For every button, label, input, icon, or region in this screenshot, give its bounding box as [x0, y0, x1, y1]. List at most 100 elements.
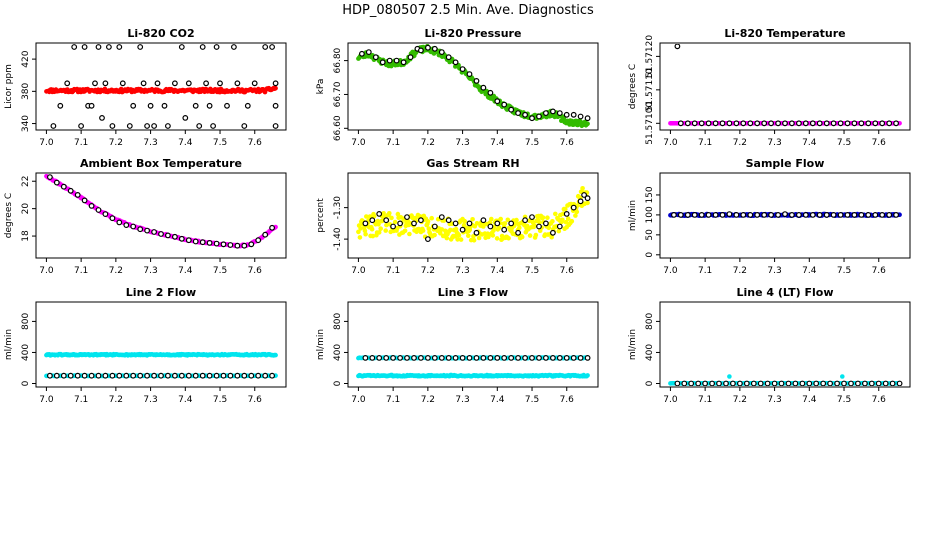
data-point — [480, 217, 487, 224]
data-point — [272, 102, 279, 109]
data-point — [782, 120, 788, 127]
series-high-frequency — [44, 174, 278, 249]
data-point — [840, 374, 845, 379]
data-point — [171, 372, 178, 379]
data-point — [480, 355, 487, 361]
plot-frame — [347, 42, 599, 131]
data-point — [123, 222, 130, 229]
plot-frame — [35, 172, 287, 259]
data-point — [834, 380, 840, 386]
data-point — [816, 120, 823, 127]
plot-points — [356, 44, 591, 129]
x-tick-label: 7.6 — [248, 266, 263, 276]
data-point — [88, 102, 95, 109]
data-point — [563, 111, 570, 118]
data-point — [81, 372, 88, 379]
x-tick-label: 7.2 — [421, 395, 435, 405]
data-point — [529, 355, 535, 361]
data-point — [494, 236, 500, 241]
data-point — [799, 380, 806, 386]
data-point — [455, 237, 460, 242]
data-point — [130, 372, 137, 379]
data-point — [570, 204, 577, 211]
x-tick-label: 7.6 — [872, 138, 887, 148]
panel-title: Li-820 CO2 — [127, 27, 194, 40]
data-point — [192, 372, 199, 379]
data-point — [379, 59, 386, 66]
data-point — [585, 373, 590, 378]
data-point — [532, 223, 537, 228]
x-tick-label: 7.0 — [39, 395, 54, 405]
data-point — [494, 98, 501, 105]
data-point — [123, 372, 130, 379]
data-point — [372, 54, 379, 61]
data-point — [50, 123, 57, 129]
data-point — [425, 219, 431, 224]
y-tick-label: 380 — [21, 82, 31, 99]
data-point — [837, 120, 844, 127]
data-point — [862, 380, 868, 386]
data-point — [438, 231, 443, 236]
y-axis-label: Licor ppm — [4, 64, 14, 109]
data-point — [560, 217, 565, 223]
data-point — [206, 239, 213, 246]
data-point — [844, 211, 851, 218]
data-point — [823, 211, 830, 218]
data-point — [425, 44, 431, 51]
data-point — [514, 217, 519, 223]
y-tick-label: 20 — [21, 203, 31, 215]
x-tick-label: 7.5 — [525, 395, 539, 405]
x-tick-label: 7.4 — [802, 138, 817, 148]
x-tick-label: 7.3 — [767, 395, 781, 405]
data-point — [778, 380, 785, 386]
data-point — [185, 80, 192, 87]
data-point — [411, 355, 417, 361]
data-point — [273, 85, 278, 91]
data-point — [411, 220, 417, 227]
data-point — [563, 219, 569, 225]
data-point — [119, 80, 126, 87]
panel-title: Ambient Box Temperature — [80, 157, 242, 170]
data-point — [95, 207, 102, 213]
y-tick-label: 400 — [21, 344, 31, 361]
data-point — [494, 355, 501, 361]
data-point — [796, 211, 802, 218]
data-point — [432, 232, 437, 238]
plot-frame — [659, 301, 911, 388]
data-point — [164, 123, 171, 129]
data-point — [171, 80, 178, 87]
x-tick-label: 7.4 — [178, 266, 193, 276]
data-point — [820, 380, 827, 386]
data-point — [95, 372, 102, 379]
data-point — [501, 226, 508, 233]
series-2-5-min-average — [674, 44, 899, 127]
data-point — [47, 174, 53, 181]
data-point — [705, 211, 712, 218]
panels-grid: Li-820 CO2 Licor ppm 7.0 7.1 7.2 7.3 7.4 7.5 7.6… — [4, 27, 911, 405]
data-point — [848, 380, 854, 386]
data-point — [476, 235, 482, 241]
data-point — [527, 233, 533, 238]
x-tick-label: 7.2 — [109, 266, 123, 276]
data-point — [529, 115, 535, 122]
data-point — [540, 215, 546, 220]
y-tick-label: 18 — [21, 230, 31, 242]
data-point — [489, 216, 494, 222]
data-point — [684, 120, 691, 127]
data-point — [397, 355, 404, 361]
data-point — [158, 372, 164, 379]
data-point — [452, 59, 459, 66]
data-point — [418, 47, 424, 54]
data-point — [241, 123, 248, 129]
data-point — [545, 215, 550, 220]
x-tick-label: 7.5 — [837, 266, 851, 276]
data-point — [550, 108, 556, 115]
data-point — [536, 113, 542, 120]
data-point — [796, 120, 802, 127]
data-point — [802, 211, 809, 218]
panel-li-820-pressure: Li-820 Pressure kPa 7.0 7.1 7.2 7.3 7.4 7.5 7.6 6… — [316, 27, 599, 148]
data-point — [384, 222, 389, 228]
y-tick-label: 66.60 — [333, 115, 343, 141]
data-point — [386, 57, 393, 64]
